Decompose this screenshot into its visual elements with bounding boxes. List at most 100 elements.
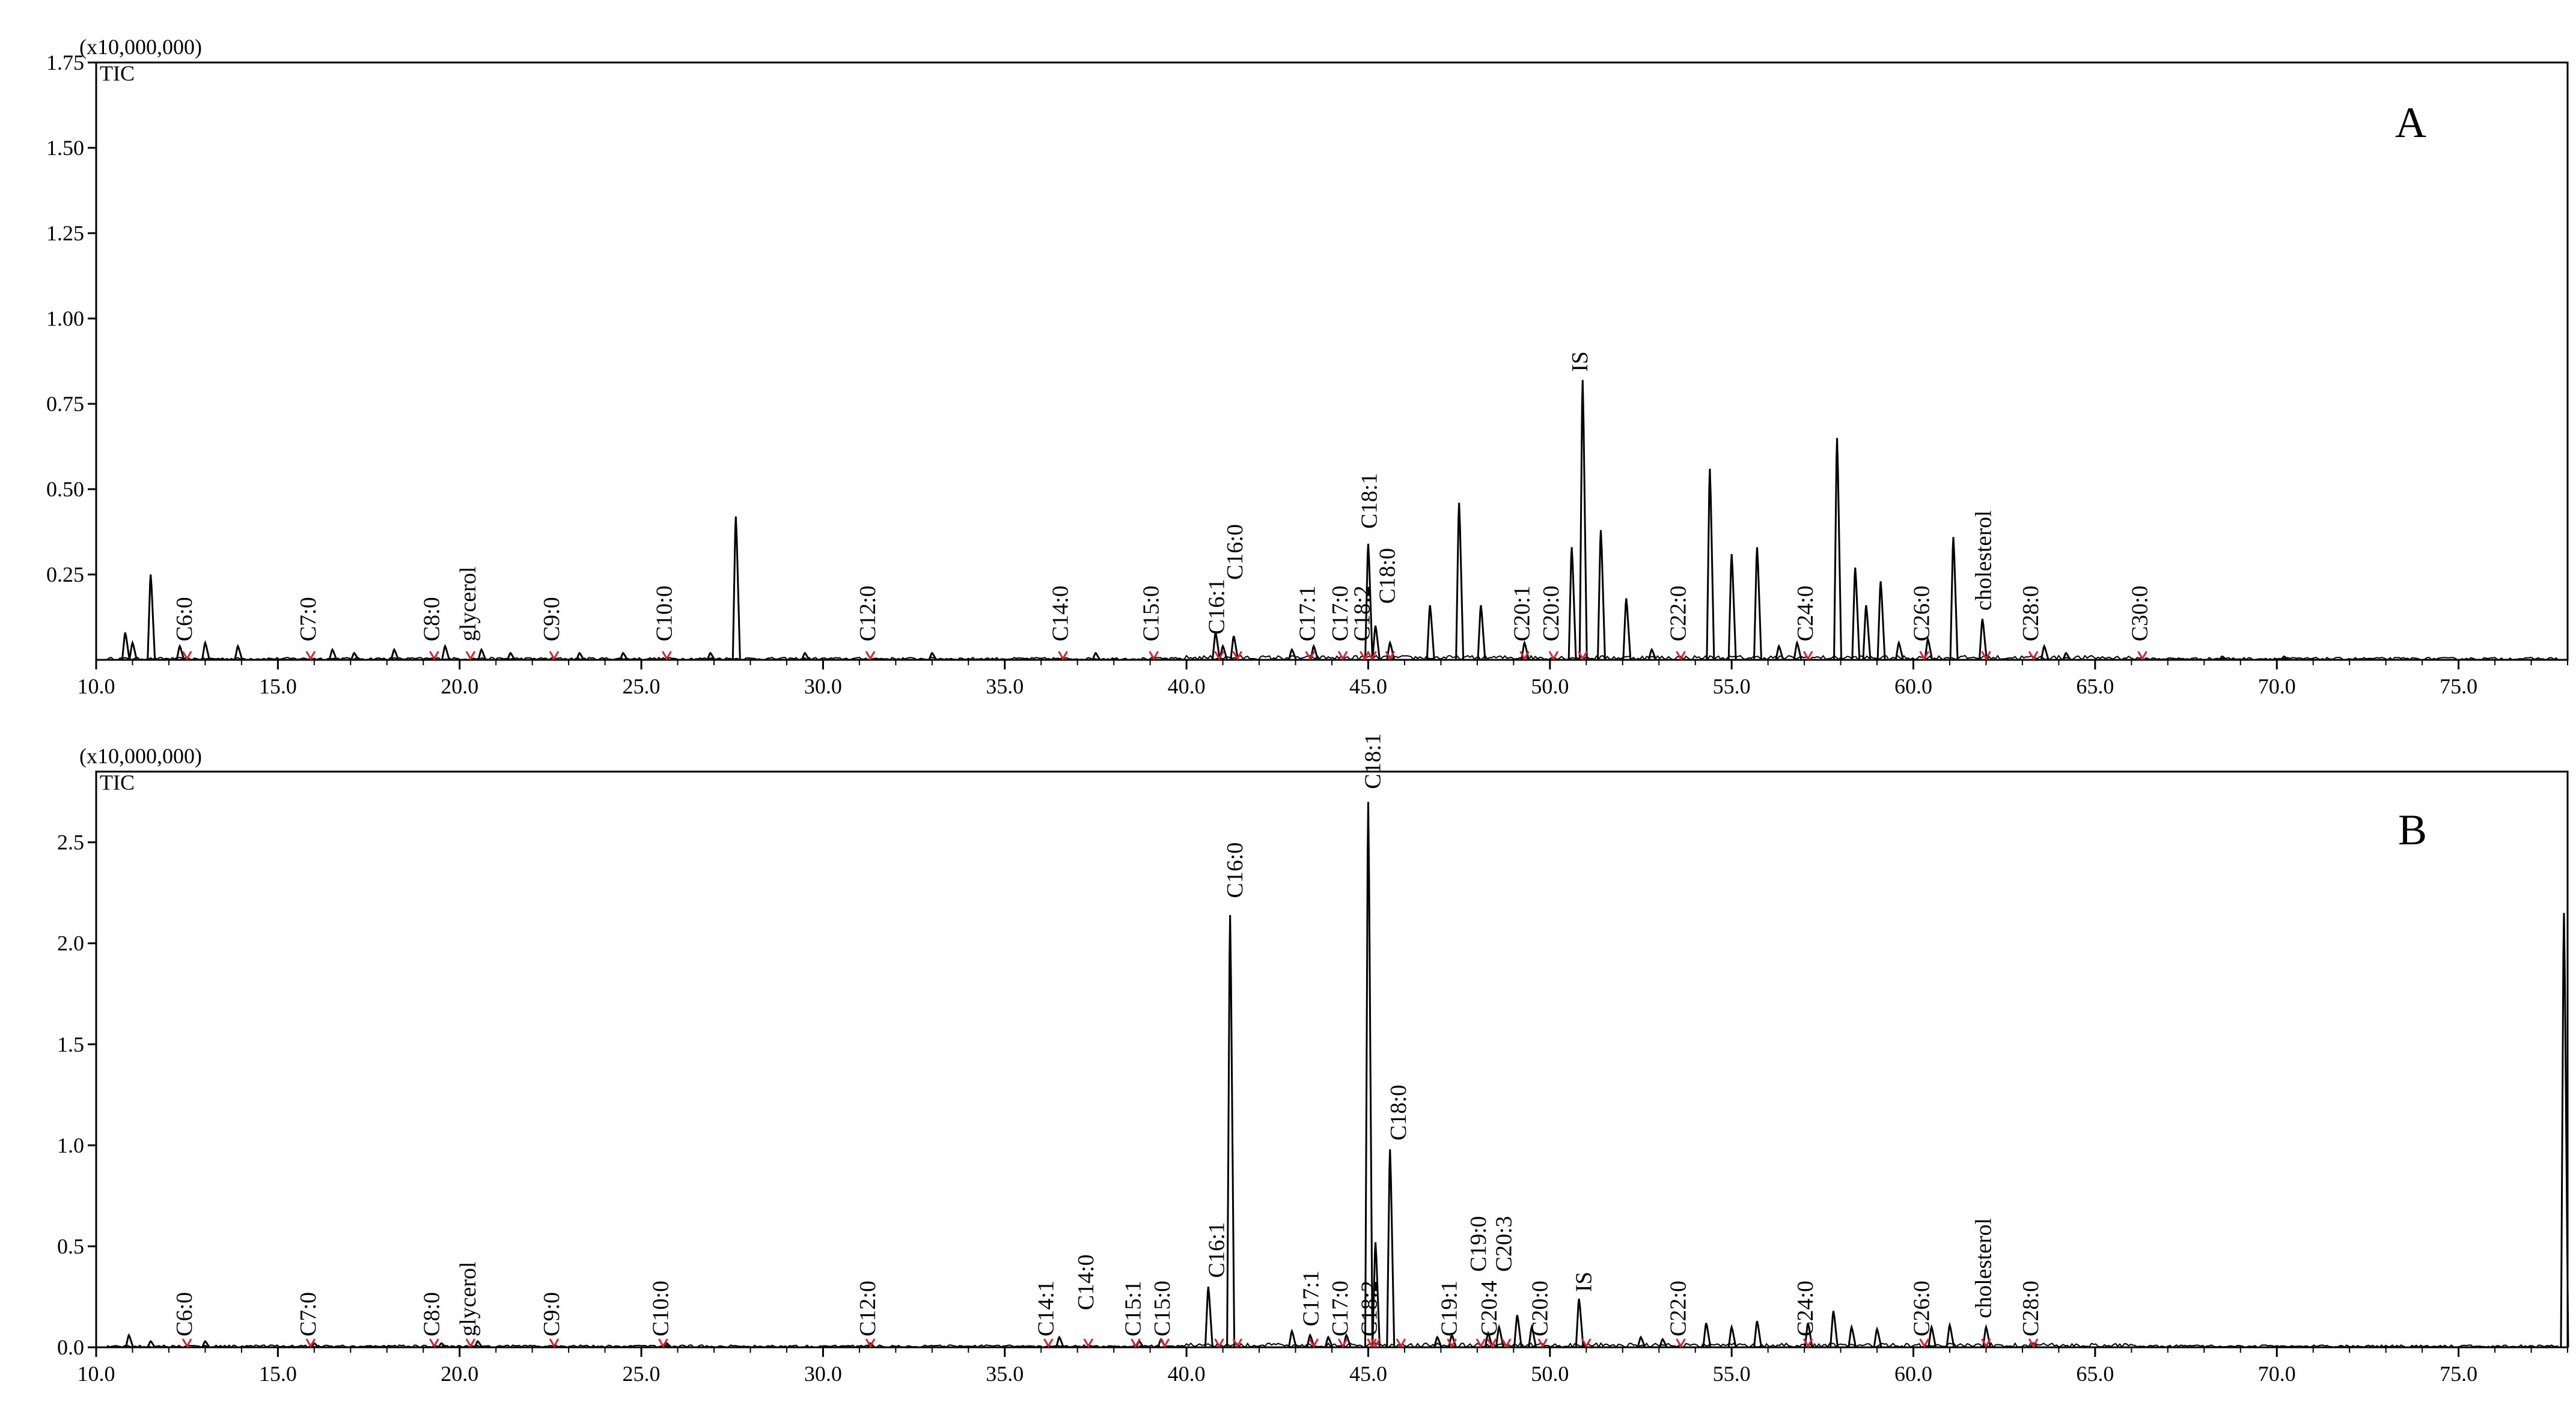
peak-marker — [1305, 651, 1316, 660]
peak-label: C14:1 — [1033, 1281, 1058, 1336]
peak-label: C17:1 — [1295, 585, 1320, 641]
peak-marker — [1367, 1338, 1377, 1348]
x-tick-label: 15.0 — [259, 1362, 297, 1386]
peak-label: C14:0 — [1073, 1254, 1099, 1310]
peak-marker — [429, 651, 439, 660]
y-scale-label: (x10,000,000) — [79, 744, 202, 768]
peak-mark — [1894, 640, 1904, 660]
x-tick-label: 40.0 — [1168, 1362, 1206, 1386]
panel-label: A — [2395, 99, 2426, 147]
peak-marker — [1447, 1338, 1457, 1348]
peak-mark — [1727, 1324, 1737, 1348]
peak-mark — [1386, 640, 1396, 660]
peak-label: C10:0 — [648, 1281, 673, 1336]
peak-marker — [1581, 1338, 1592, 1348]
peak-mark — [2218, 655, 2227, 661]
x-tick-label: 75.0 — [2440, 1362, 2477, 1386]
y-tick-label: 1.0 — [57, 1133, 84, 1157]
peak-label: C17:0 — [1328, 1281, 1353, 1336]
peak-marker — [2137, 651, 2147, 660]
peak-mark — [201, 640, 210, 660]
x-tick-label: 50.0 — [1531, 1362, 1569, 1386]
peak-label: C8:0 — [419, 1292, 444, 1336]
peak-mark — [1484, 1330, 1494, 1348]
peak-mark — [1833, 437, 1843, 660]
peak-mark — [706, 651, 716, 660]
peak-label: C18:0 — [1386, 1085, 1411, 1141]
peak-mark — [1204, 1287, 1213, 1348]
peak-mark — [1448, 1333, 1457, 1348]
x-tick-label: 40.0 — [1168, 674, 1206, 698]
peak-mark — [1528, 1324, 1537, 1348]
peak-mark — [1211, 632, 1221, 660]
peak-marker — [1214, 651, 1224, 660]
peak-label: C26:0 — [1909, 1281, 1935, 1336]
peak-marker — [1367, 651, 1377, 660]
peak-marker — [1919, 1338, 1929, 1348]
peak-label: C18:2 — [1349, 585, 1375, 641]
plot-frame — [95, 770, 2569, 1349]
peak-marker — [1676, 651, 1686, 660]
peak-marker — [1159, 1338, 1170, 1348]
x-tick-label: 65.0 — [2076, 674, 2114, 698]
peak-marker — [1149, 651, 1159, 660]
peak-mark — [1372, 1242, 1381, 1348]
y-tick-label: 1.50 — [46, 136, 84, 160]
peak-mark — [328, 647, 338, 660]
peak-marker — [1232, 1338, 1243, 1348]
y-scale-label: (x10,000,000) — [79, 35, 202, 59]
peak-marker — [1519, 651, 1530, 660]
peak-marker — [2028, 1338, 2039, 1348]
peak-label: glycerol — [456, 1261, 481, 1336]
peak-mark — [1727, 553, 1737, 660]
peak-label: C7:0 — [296, 597, 321, 641]
peak-marker — [549, 651, 560, 660]
peak-mark — [1949, 537, 1959, 660]
peak-mark — [1230, 635, 1239, 660]
peak-mark — [1829, 1311, 1839, 1348]
peak-label: C15:1 — [1120, 1281, 1146, 1336]
peak-mark — [1455, 502, 1465, 660]
peak-marker — [865, 651, 876, 660]
baseline-trace — [106, 1342, 2559, 1349]
peak-marker — [1396, 1338, 1406, 1348]
peak-mark — [474, 1339, 483, 1348]
peak-marker — [1337, 651, 1348, 660]
peak-marker — [182, 651, 192, 660]
x-tick-label: 50.0 — [1531, 674, 1569, 698]
x-tick-label: 35.0 — [986, 674, 1024, 698]
x-tick-label: 25.0 — [623, 674, 661, 698]
peak-label: C16:1 — [1204, 579, 1230, 635]
x-tick-label: 35.0 — [986, 1362, 1024, 1386]
peak-mark — [1306, 1333, 1316, 1348]
peak-label: cholesterol — [1971, 1218, 1996, 1318]
y-tick-label: 1.25 — [46, 221, 84, 245]
peak-mark — [1578, 380, 1588, 660]
trace-label: TIC — [100, 61, 135, 85]
y-tick-label: 0.0 — [57, 1335, 84, 1359]
peak-mark — [1386, 1149, 1396, 1348]
peak-mark — [2062, 651, 2071, 660]
peak-marker — [1981, 1338, 1991, 1348]
peak-mark — [1426, 605, 1435, 660]
peak-label: C20:0 — [1528, 1281, 1553, 1336]
peak-mark — [310, 1342, 319, 1349]
peak-mark — [575, 651, 585, 660]
peak-mark — [1804, 1323, 1813, 1348]
peak-mark — [1658, 1338, 1668, 1348]
y-tick-label: 1.5 — [57, 1032, 84, 1056]
peak-mark — [128, 640, 138, 660]
peak-marker — [1385, 651, 1396, 660]
x-tick-label: 20.0 — [441, 1362, 478, 1386]
peak-mark — [121, 632, 130, 660]
peak-mark — [928, 651, 938, 660]
peak-label: C17:0 — [1328, 585, 1353, 641]
y-tick-label: 1.00 — [46, 306, 84, 331]
peak-marker — [1676, 1338, 1686, 1348]
peak-mark — [1288, 647, 1297, 660]
x-tick-label: 10.0 — [78, 1362, 115, 1386]
peak-marker — [1981, 651, 1991, 660]
peak-marker — [1577, 651, 1588, 660]
peak-label: C20:4 — [1477, 1281, 1502, 1336]
